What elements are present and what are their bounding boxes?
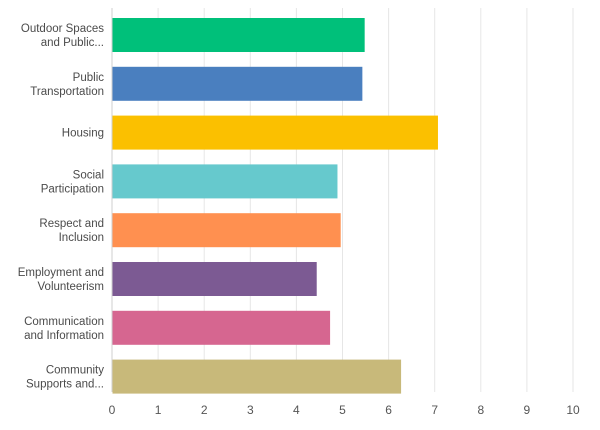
x-tick-label-7: 7 <box>431 403 438 417</box>
category-label-line: Employment and <box>18 267 104 279</box>
x-tick-label-6: 6 <box>385 403 392 417</box>
category-label-line: Respect and <box>39 218 104 230</box>
bar-4[interactable] <box>112 213 341 248</box>
category-label-line: Inclusion <box>59 232 104 244</box>
x-tick-label-1: 1 <box>155 403 162 417</box>
category-label-2: Housing <box>62 128 104 140</box>
category-label-line: Communication <box>24 316 104 328</box>
category-labels: Outdoor Spaces and Public... Public Transpo… <box>18 23 105 391</box>
category-label-line: Volunteerism <box>38 281 104 293</box>
x-tick-labels: 0 1 2 3 4 5 6 7 8 9 10 <box>109 403 580 417</box>
x-tick-label-2: 2 <box>201 403 208 417</box>
category-label-7: Community Supports and... <box>26 365 104 391</box>
bar-6[interactable] <box>112 310 331 345</box>
category-label-3: Social Participation <box>41 169 104 195</box>
category-label-line: Social <box>73 169 104 181</box>
x-tick-label-9: 9 <box>524 403 531 417</box>
category-label-5: Employment and Volunteerism <box>18 267 104 293</box>
x-tick-label-0: 0 <box>109 403 116 417</box>
bars <box>112 18 438 394</box>
bar-2[interactable] <box>112 115 438 150</box>
category-label-line: Transportation <box>30 86 104 98</box>
bar-1[interactable] <box>112 66 363 101</box>
x-tick-label-4: 4 <box>293 403 300 417</box>
category-label-line: Supports and... <box>26 379 104 391</box>
bar-0[interactable] <box>112 18 365 52</box>
bar-3[interactable] <box>112 164 338 199</box>
category-label-line: Public <box>73 72 105 84</box>
category-label-line: Housing <box>62 128 104 140</box>
x-tick-label-3: 3 <box>247 403 254 417</box>
category-label-1: Public Transportation <box>30 72 104 98</box>
bar-7[interactable] <box>112 359 402 394</box>
bar-5[interactable] <box>112 262 317 296</box>
category-label-4: Respect and Inclusion <box>39 218 104 244</box>
x-tick-label-10: 10 <box>566 403 580 417</box>
x-tick-label-8: 8 <box>477 403 484 417</box>
category-label-line: and Public... <box>41 37 104 49</box>
x-tick-label-5: 5 <box>339 403 346 417</box>
category-label-6: Communication and Information <box>24 316 104 342</box>
category-label-0: Outdoor Spaces and Public... <box>21 23 104 49</box>
category-label-line: Outdoor Spaces <box>21 23 104 35</box>
category-label-line: and Information <box>24 330 104 342</box>
category-label-line: Community <box>46 365 104 377</box>
category-label-line: Participation <box>41 183 104 195</box>
